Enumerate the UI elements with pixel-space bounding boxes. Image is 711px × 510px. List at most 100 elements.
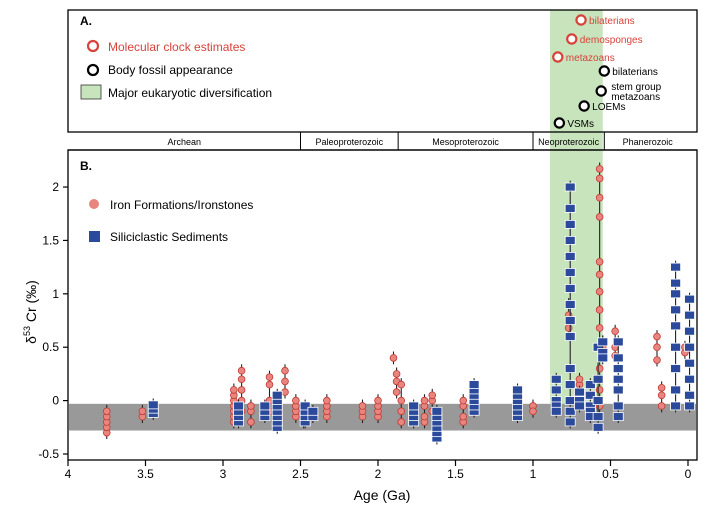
molecular-clock-marker: [566, 33, 578, 45]
siliciclastic-data-point: [550, 385, 562, 395]
diversification-legend-swatch: [80, 84, 102, 100]
iron-point-group: [358, 399, 367, 424]
y-tick-label: 0: [52, 394, 59, 408]
siliciclastic-data-point: [564, 396, 576, 406]
iron-data-point: [595, 324, 604, 332]
y-tick-label: 1: [52, 287, 59, 301]
siliciclastic-data-point: [612, 337, 624, 347]
iron-data-point: [459, 396, 468, 405]
siliciclastic-data-point: [592, 396, 604, 406]
iron-data-point: [265, 373, 274, 381]
body-fossil-marker: [595, 85, 607, 97]
y-tick-label: 1.5: [42, 233, 59, 247]
molecular-clock-marker: [552, 51, 564, 63]
siliciclastic-data-point: [670, 262, 681, 272]
siliciclastic-point-group: [271, 388, 283, 434]
iron-point-group: [247, 399, 255, 429]
siliciclastic-data-point: [684, 294, 695, 304]
siliciclastic-data-point: [307, 406, 319, 416]
iron-point-group: [281, 364, 289, 399]
iron-data-point: [374, 396, 382, 405]
siliciclastic-data-point: [271, 390, 283, 400]
siliciclastic-data-point: [670, 364, 681, 373]
siliciclastic-data-point: [584, 390, 596, 400]
event-label: LOEMs: [592, 102, 625, 113]
iron-point-group: [292, 394, 300, 424]
y-tick-label: 2: [52, 180, 59, 194]
body-fossil-legend-label: Body fossil appearance: [108, 63, 233, 77]
siliciclastic-data-point: [684, 358, 695, 368]
body-fossil-marker: [553, 117, 566, 129]
iron-data-point: [281, 366, 289, 375]
iron-data-point: [657, 391, 666, 400]
molecular-clock-marker: [575, 14, 587, 26]
eon-label: Paleoproterozoic: [316, 137, 384, 147]
iron-data-point: [595, 287, 604, 296]
iron-data-point: [102, 407, 111, 416]
siliciclastic-point-group: [564, 180, 576, 429]
iron-point-group: [657, 381, 666, 413]
iron-data-point: [397, 418, 406, 426]
iron-data-point: [564, 324, 573, 332]
siliciclastic-data-point: [684, 401, 695, 411]
siliciclastic-data-point: [564, 406, 576, 416]
siliciclastic-data-point: [550, 374, 562, 384]
iron-data-point: [595, 364, 604, 373]
siliciclastic-data-point: [564, 182, 576, 192]
molecular-clock-legend-marker: [86, 39, 100, 53]
siliciclastic-data-point: [612, 353, 624, 363]
iron-data-point: [611, 327, 619, 335]
siliciclastic-point-group: [550, 372, 562, 418]
iron-data-point: [138, 407, 147, 416]
siliciclastic-data-point: [259, 401, 271, 411]
iron-point-group: [389, 351, 398, 365]
siliciclastic-point-group: [468, 378, 480, 418]
siliciclastic-data-point: [670, 401, 681, 411]
siliciclastic-data-point: [592, 412, 604, 422]
iron-data-point: [247, 418, 255, 426]
siliciclastic-data-point: [564, 332, 576, 341]
siliciclastic-point-group: [512, 383, 523, 424]
iron-data-point: [595, 257, 604, 266]
siliciclastic-data-point: [597, 337, 609, 347]
iron-data-point: [397, 407, 406, 416]
iron-data-point: [392, 370, 401, 378]
eon-label: Neoproterozoic: [538, 137, 600, 147]
iron-data-point: [230, 386, 238, 394]
siliciclastic-data-point: [564, 316, 576, 325]
siliciclastic-point-group: [597, 335, 609, 365]
siliciclastic-data-point: [612, 401, 624, 411]
iron-legend-label: Iron Formations/Ironstones: [110, 198, 253, 212]
iron-data-point: [595, 213, 604, 221]
siliciclastic-data-point: [564, 300, 576, 309]
body-fossil-marker: [598, 65, 611, 77]
siliciclastic-point-group: [233, 399, 244, 429]
iron-data-point: [428, 391, 437, 400]
x-tick-label: 3.5: [137, 467, 154, 481]
event-label: bilaterians: [589, 16, 635, 27]
siliciclastic-data-point: [468, 380, 480, 389]
siliciclastic-data-point: [233, 401, 244, 411]
siliciclastic-data-point: [574, 401, 585, 411]
siliciclastic-data-point: [592, 422, 604, 432]
siliciclastic-point-group: [584, 378, 596, 424]
panel-a-label: A.: [80, 14, 92, 28]
iron-point-group: [529, 399, 537, 418]
iron-data-point: [389, 354, 398, 362]
diversification-window: [550, 10, 603, 428]
eon-label: Mesoproterozoic: [432, 137, 499, 147]
siliciclastic-data-point: [550, 406, 562, 416]
event-label: stem group metazoans: [611, 82, 661, 103]
diversification-legend-label: Major eukaryotic diversification: [108, 86, 272, 100]
siliciclastic-data-point: [684, 310, 695, 320]
siliciclastic-data-point: [564, 380, 576, 389]
siliciclastic-data-point: [564, 220, 576, 229]
iron-data-point: [595, 270, 604, 279]
siliciclastic-data-point: [670, 278, 681, 288]
siliciclastic-data-point: [684, 342, 695, 352]
panel-b-frame: [67, 149, 698, 461]
plot-area: [69, 162, 696, 445]
siliciclastic-data-point: [612, 385, 624, 395]
siliciclastic-data-point: [670, 321, 681, 331]
